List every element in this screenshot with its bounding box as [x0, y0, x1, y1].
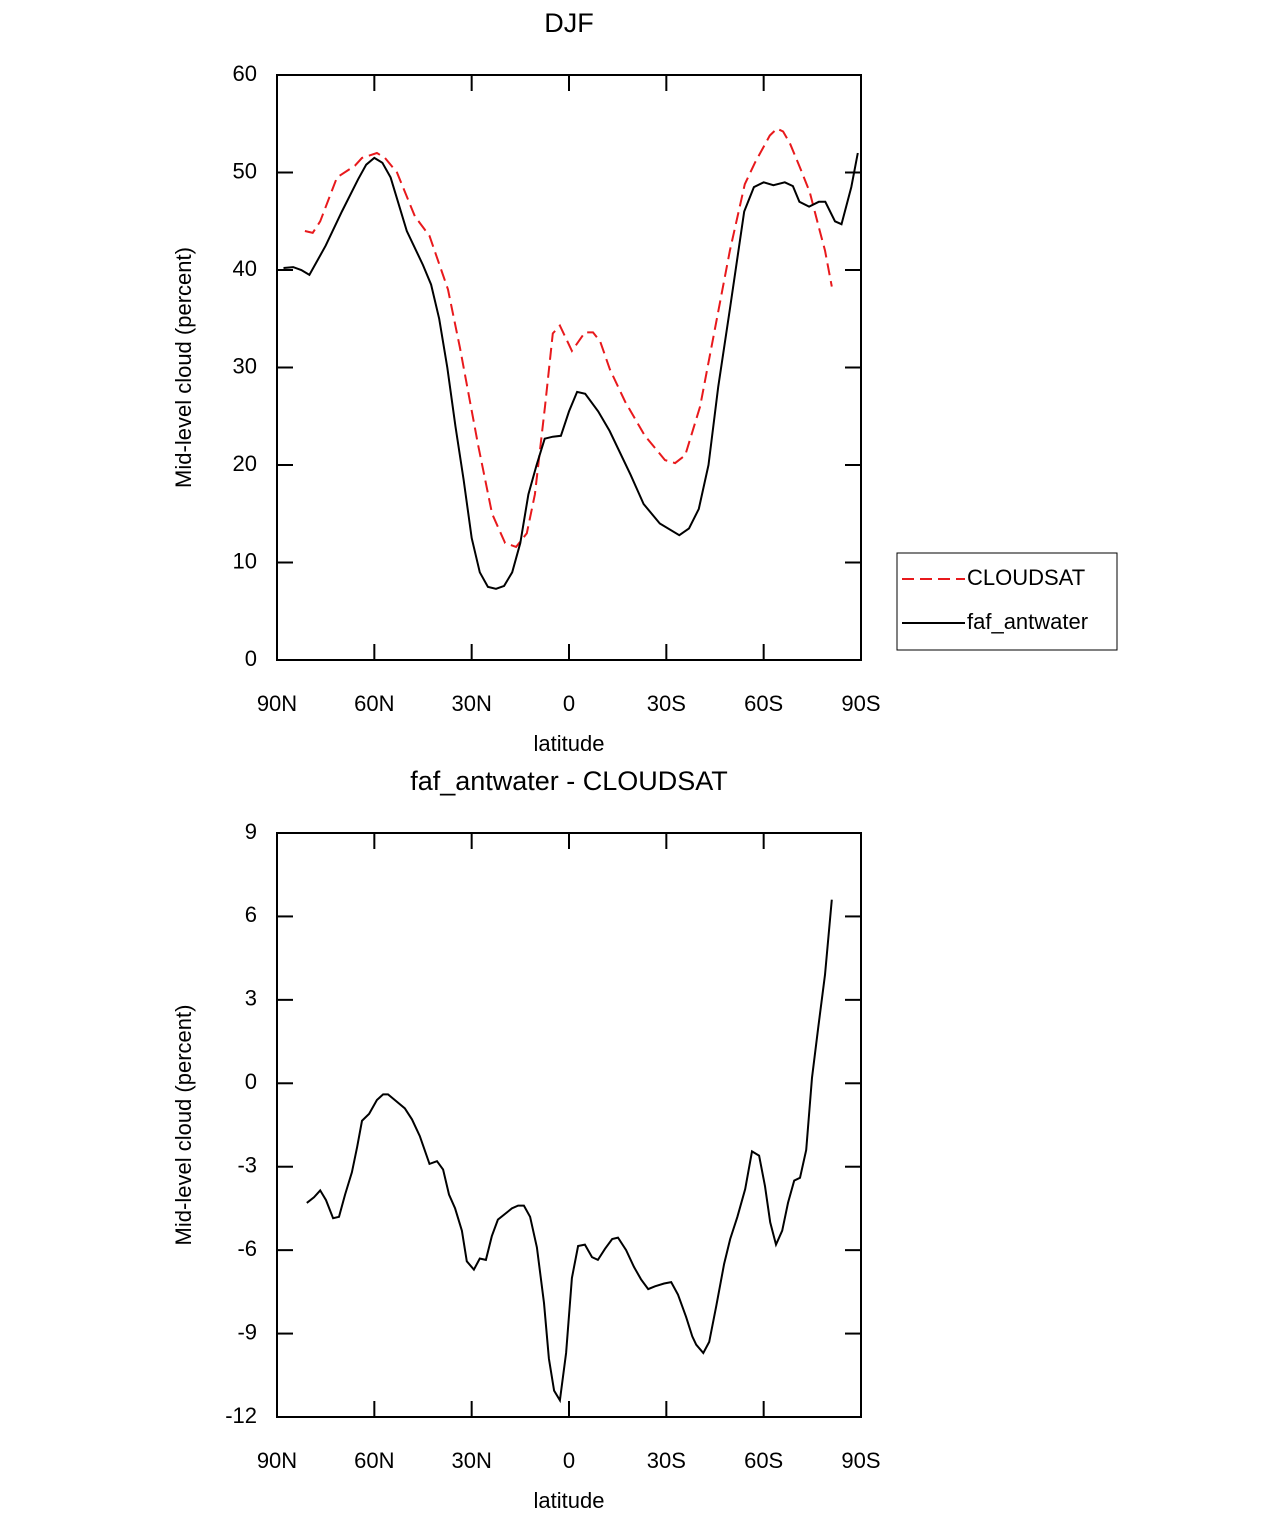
chart-title: DJF	[544, 8, 594, 38]
y-tick-label: 20	[233, 451, 257, 476]
x-tick-label: 60S	[744, 1448, 783, 1473]
x-tick-label: 60N	[354, 691, 394, 716]
x-tick-label: 60N	[354, 1448, 394, 1473]
legend-label: faf_antwater	[967, 609, 1088, 634]
y-tick-label: -6	[237, 1236, 257, 1261]
x-tick-label: 90S	[841, 1448, 880, 1473]
x-axis-label: latitude	[534, 1488, 605, 1513]
y-tick-label: -3	[237, 1153, 257, 1178]
x-tick-label: 30N	[451, 691, 491, 716]
x-tick-label: 30S	[647, 1448, 686, 1473]
x-tick-label: 0	[563, 691, 575, 716]
data-line	[283, 152, 859, 590]
y-axis-label: Mid-level cloud (percent)	[171, 1005, 196, 1246]
x-tick-label: 90N	[257, 1448, 297, 1473]
y-tick-label: 0	[245, 646, 257, 671]
x-tick-label: 30N	[451, 1448, 491, 1473]
legend-box	[896, 552, 1118, 651]
y-tick-label: 10	[233, 548, 257, 573]
y-tick-label: 3	[245, 986, 257, 1011]
y-axis-label: Mid-level cloud (percent)	[171, 247, 196, 488]
y-tick-label: 50	[233, 158, 257, 183]
y-tick-label: 30	[233, 353, 257, 378]
y-tick-label: 6	[245, 902, 257, 927]
x-tick-label: 90S	[841, 691, 880, 716]
x-tick-label: 60S	[744, 691, 783, 716]
x-tick-label: 30S	[647, 691, 686, 716]
y-tick-label: 60	[233, 61, 257, 86]
x-tick-label: 90N	[257, 691, 297, 716]
y-tick-label: 0	[245, 1069, 257, 1094]
chart-title: faf_antwater - CLOUDSAT	[410, 766, 728, 796]
y-tick-label: 9	[245, 819, 257, 844]
x-tick-label: 0	[563, 1448, 575, 1473]
legend-label: CLOUDSAT	[967, 565, 1085, 590]
y-tick-label: -12	[225, 1403, 257, 1428]
y-tick-label: -9	[237, 1319, 257, 1344]
y-tick-label: 40	[233, 256, 257, 281]
x-axis-label: latitude	[534, 731, 605, 756]
data-line	[306, 899, 833, 1404]
plot-frame	[276, 74, 862, 661]
data-line	[304, 127, 833, 549]
plot-frame	[276, 832, 862, 1418]
